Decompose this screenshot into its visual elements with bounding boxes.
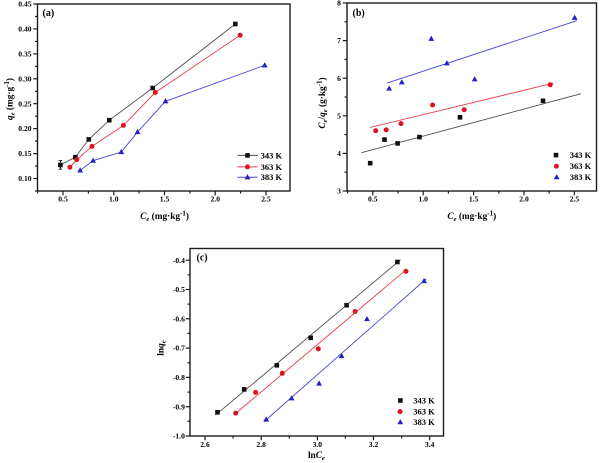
svg-text:1.5: 1.5 — [160, 195, 170, 204]
svg-text:8: 8 — [337, 0, 341, 8]
svg-text:2.6: 2.6 — [200, 440, 210, 449]
svg-text:qe (mg·g-1): qe (mg·g-1) — [3, 78, 17, 120]
svg-text:383 K: 383 K — [570, 172, 592, 182]
svg-text:5: 5 — [337, 111, 341, 120]
svg-text:(c): (c) — [197, 253, 208, 264]
svg-text:-0.5: -0.5 — [173, 285, 185, 294]
svg-text:-0.9: -0.9 — [173, 402, 185, 411]
svg-text:363 K: 363 K — [570, 161, 592, 171]
svg-text:2.5: 2.5 — [570, 195, 580, 204]
svg-text:-0.6: -0.6 — [173, 314, 185, 323]
svg-text:1.5: 1.5 — [469, 195, 479, 204]
svg-text:1.0: 1.0 — [418, 195, 428, 204]
svg-text:(a): (a) — [43, 8, 55, 19]
svg-text:383 K: 383 K — [261, 172, 283, 182]
svg-text:7: 7 — [337, 36, 341, 45]
svg-text:383 K: 383 K — [413, 417, 435, 427]
svg-text:2.5: 2.5 — [261, 195, 271, 204]
svg-text:0.5: 0.5 — [368, 195, 378, 204]
svg-text:1.0: 1.0 — [109, 195, 119, 204]
svg-text:2.0: 2.0 — [211, 195, 221, 204]
svg-text:lnqe: lnqe — [157, 340, 168, 355]
svg-text:0.35: 0.35 — [18, 49, 31, 58]
svg-text:-0.8: -0.8 — [173, 373, 185, 382]
svg-text:2.0: 2.0 — [519, 195, 529, 204]
svg-text:0.15: 0.15 — [18, 149, 31, 158]
svg-text:343 K: 343 K — [413, 395, 435, 405]
svg-text:3.2: 3.2 — [369, 440, 379, 449]
svg-text:-0.4: -0.4 — [173, 256, 185, 265]
svg-text:0.30: 0.30 — [18, 74, 31, 83]
svg-text:0.25: 0.25 — [18, 99, 31, 108]
svg-text:6: 6 — [337, 74, 341, 83]
svg-text:363 K: 363 K — [261, 162, 283, 172]
svg-text:(b): (b) — [353, 8, 365, 19]
svg-text:Ce (mg·kg-1): Ce (mg·kg-1) — [140, 209, 189, 223]
svg-text:363 K: 363 K — [413, 406, 435, 416]
svg-text:343 K: 343 K — [570, 150, 592, 160]
svg-text:-0.7: -0.7 — [173, 344, 185, 353]
svg-text:3: 3 — [337, 187, 341, 196]
svg-text:4: 4 — [337, 149, 341, 158]
svg-text:3.4: 3.4 — [425, 440, 435, 449]
svg-text:0.5: 0.5 — [58, 195, 68, 204]
svg-text:0.20: 0.20 — [18, 124, 31, 133]
svg-text:lnCe: lnCe — [308, 451, 325, 462]
svg-text:0.10: 0.10 — [18, 174, 31, 183]
svg-text:0.40: 0.40 — [18, 25, 31, 34]
svg-text:2.8: 2.8 — [256, 440, 266, 449]
svg-text:-1.0: -1.0 — [173, 432, 185, 441]
svg-text:343 K: 343 K — [261, 150, 283, 160]
svg-text:Ce (mg·kg-1): Ce (mg·kg-1) — [447, 209, 496, 223]
svg-text:0.45: 0.45 — [18, 0, 31, 9]
svg-text:3.0: 3.0 — [313, 440, 323, 449]
svg-text:Ce/qe (g·kg-1): Ce/qe (g·kg-1) — [315, 77, 329, 128]
